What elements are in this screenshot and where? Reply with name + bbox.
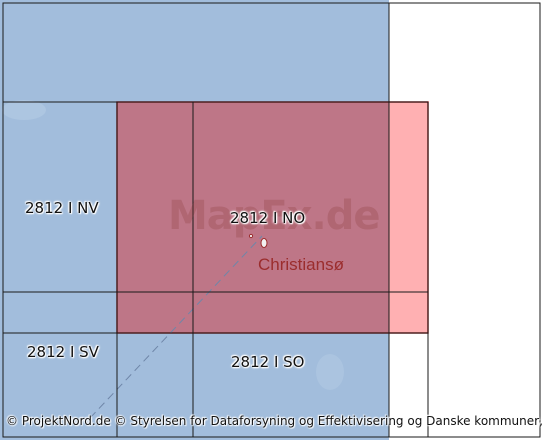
map-attribution: © ProjektNord.de © Styrelsen for Datafor… (6, 414, 543, 428)
highlight-sheet[interactable] (117, 102, 389, 333)
sheet-label-no: 2812 I NO (230, 209, 306, 227)
island (248, 233, 254, 239)
island (260, 238, 268, 248)
sheet-label-sv: 2812 I SV (27, 343, 99, 361)
territorial-boundary (89, 235, 263, 419)
watermark: MapEx.de (168, 193, 381, 239)
place-label-christianso: Christiansø (258, 255, 344, 274)
sheet-label-so: 2812 I SO (231, 353, 305, 371)
christianso-islands (248, 233, 268, 248)
sheet-label-nv: 2812 I NV (25, 199, 99, 217)
sea-shallow-patch (316, 354, 344, 390)
sea-shallow-patch (2, 100, 46, 120)
highlight-overflow (389, 102, 428, 333)
